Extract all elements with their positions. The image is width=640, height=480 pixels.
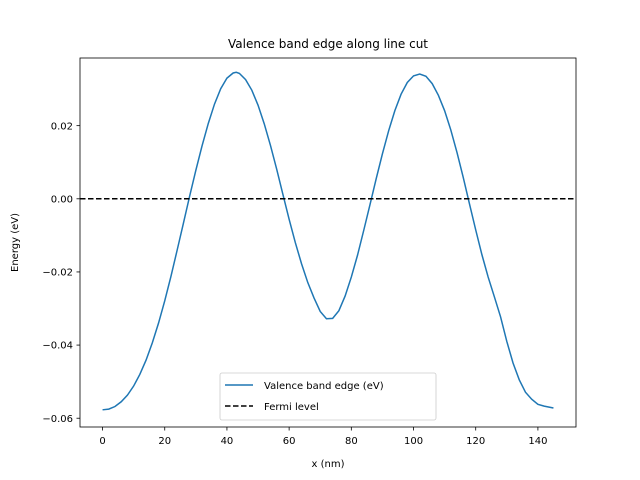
chart-title: Valence band edge along line cut xyxy=(228,37,428,51)
x-tick-label: 140 xyxy=(528,436,547,447)
legend-label-band: Valence band edge (eV) xyxy=(264,381,384,392)
x-axis-label: x (nm) xyxy=(312,459,345,470)
x-tick-label: 100 xyxy=(404,436,423,447)
y-tick-label: −0.02 xyxy=(42,268,73,279)
x-tick-label: 60 xyxy=(283,436,296,447)
y-tick-label: 0.02 xyxy=(51,121,73,132)
y-tick-label: −0.06 xyxy=(42,414,73,425)
x-tick-label: 40 xyxy=(221,436,234,447)
series-line-band xyxy=(102,71,554,411)
plot-frame xyxy=(79,57,577,428)
x-axis-ticks: 0 20 40 60 80 100 120 140 xyxy=(99,427,547,447)
x-tick-label: 20 xyxy=(158,436,171,447)
plot-area xyxy=(80,71,576,411)
legend: Valence band edge (eV) Fermi level xyxy=(219,372,437,421)
x-tick-label: 0 xyxy=(99,436,105,447)
y-tick-label: 0.00 xyxy=(51,194,73,205)
x-tick-label: 80 xyxy=(345,436,358,447)
x-tick-label: 120 xyxy=(466,436,485,447)
y-axis-ticks: −0.06 −0.04 −0.02 0.00 0.02 xyxy=(42,121,80,425)
legend-label-fermi: Fermi level xyxy=(264,402,319,413)
y-tick-label: −0.04 xyxy=(42,341,73,352)
y-axis-label: Energy (eV) xyxy=(10,213,21,272)
legend-box xyxy=(219,372,437,421)
